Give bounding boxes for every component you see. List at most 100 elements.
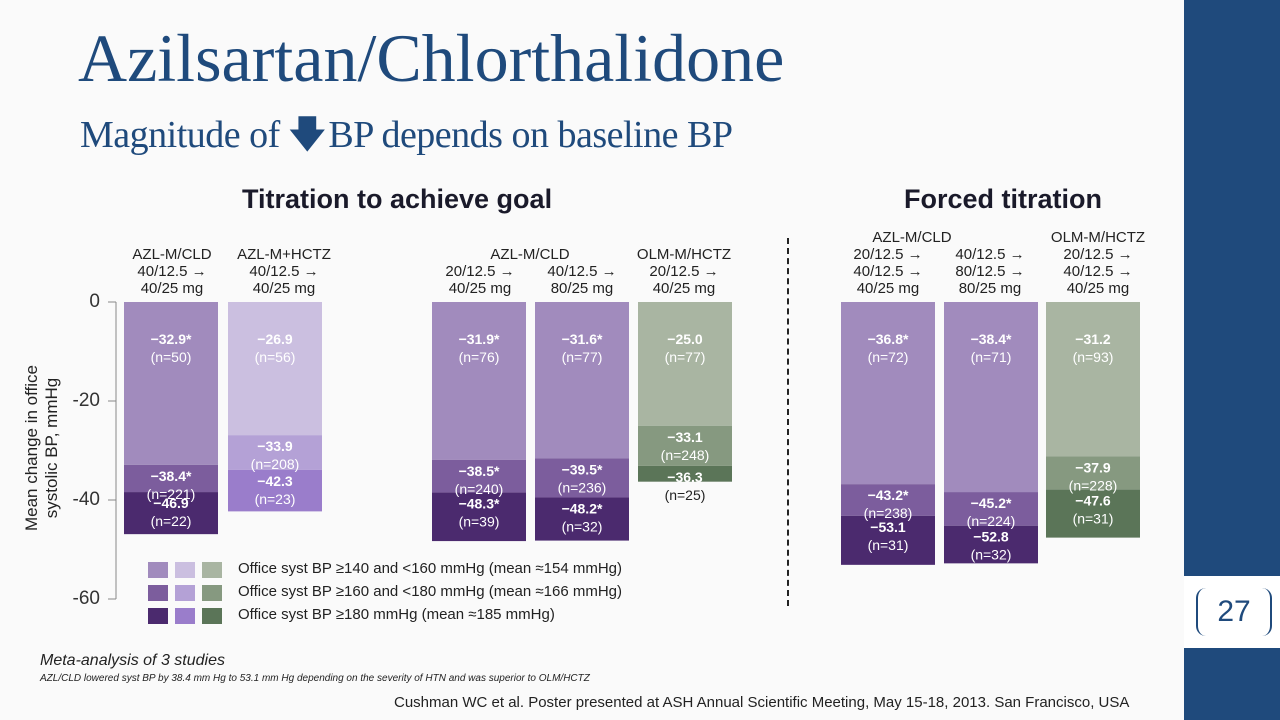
bar-5-tier-1 [638,302,732,426]
n-label-7-2: (n=224) [967,513,1016,529]
footnote-main: Meta-analysis of 3 studies [40,652,225,669]
bar-6-tier-1 [841,302,935,485]
group-header-forced-20: 20/12.5 → 40/12.5 → 40/25 mg [853,246,923,297]
n-label-4-2: (n=236) [558,479,607,495]
n-label-6-3: (n=31) [868,537,909,553]
legend-swatch-lilac-3 [175,608,195,624]
data-label-3-1: −31.9* [459,331,500,347]
bar-8-tier-2 [1046,456,1140,490]
slide-subtitle: Magnitude of 🡇BP depends on baseline BP [80,114,733,156]
legend-swatch-lilac-1 [175,562,195,578]
data-label-2-1: −26.9 [257,331,293,347]
bar-4-tier-3 [535,497,629,541]
group-header-azl-cld-2: AZL-M/CLD [490,246,570,263]
subtitle-after: BP depends on baseline BP [328,114,733,156]
subtitle-before: Magnitude of [80,114,280,156]
n-label-7-1: (n=71) [971,349,1012,365]
bar-7-tier-2 [944,492,1038,526]
n-label-8-1: (n=93) [1073,349,1114,365]
legend-swatch-green-3 [202,608,222,624]
bar-3-tier-3 [432,492,526,542]
bar-1-tier-2 [124,464,218,493]
y-tick-20: -20 [72,390,100,411]
data-label-7-1: −38.4* [971,331,1012,347]
legend-label-3: Office syst BP ≥180 mmHg (mean ≈185 mmHg… [238,606,555,623]
down-arrow-icon: 🡇 [287,114,327,156]
n-label-8-2: (n=228) [1069,477,1118,493]
data-label-1-2: −38.4* [151,468,192,484]
y-tick-40: -40 [72,489,100,510]
bar-7-tier-3 [944,525,1038,564]
data-label-8-1: −31.2 [1075,331,1111,347]
legend-label-1: Office syst BP ≥140 and <160 mmHg (mean … [238,560,622,577]
n-label-8-3: (n=31) [1073,511,1114,527]
data-label-4-3: −48.2* [562,501,603,517]
group-header-azl-hctz: AZL-M+HCTZ 40/12.5 → 40/25 mg [237,246,331,297]
n-label-4-3: (n=32) [562,519,603,535]
data-label-6-3: −53.1 [870,519,906,535]
section-divider [787,238,789,606]
n-label-2-3: (n=23) [255,491,296,507]
legend-swatch-green-2 [202,585,222,601]
bar-7-tier-1 [944,302,1038,493]
n-label-3-1: (n=76) [459,349,500,365]
data-label-4-2: −39.5* [562,461,603,477]
bar-1-tier-1 [124,302,218,465]
slide-title: Azilsartan/Chlorthalidone [78,20,785,96]
n-label-6-2: (n=238) [864,505,913,521]
bar-3-tier-1 [432,302,526,460]
legend-swatch-purple-3 [148,608,168,624]
legend-swatch-purple-1 [148,562,168,578]
bar-8-tier-3 [1046,489,1140,538]
data-label-3-3: −48.3* [459,496,500,512]
data-label-5-1: −25.0 [667,331,703,347]
bar-4-tier-2 [535,458,629,498]
data-label-8-3: −47.6 [1075,493,1111,509]
bar-2-tier-1 [228,302,322,436]
data-label-2-2: −33.9 [257,438,293,454]
data-label-3-2: −38.5* [459,463,500,479]
n-label-2-2: (n=208) [251,456,300,472]
data-label-4-1: −31.6* [562,331,603,347]
bar-6-tier-3 [841,515,935,565]
legend-swatch-green-1 [202,562,222,578]
n-label-3-2: (n=240) [455,481,504,497]
group-header-forced-40: 40/12.5 → 80/12.5 → 80/25 mg [955,246,1025,297]
data-label-7-3: −52.8 [973,529,1009,545]
group-header-azl-cld-3: AZL-M/CLD [872,229,952,246]
n-label-1-3: (n=22) [151,513,192,529]
n-label-2-1: (n=56) [255,349,296,365]
citation: Cushman WC et al. Poster presented at AS… [394,694,1130,711]
bar-5-tier-3 [638,465,732,482]
n-label-6-1: (n=72) [868,349,909,365]
bar-2-tier-2 [228,435,322,470]
group-header-azl-cld-1: AZL-M/CLD 40/12.5 → 40/25 mg [132,246,212,297]
section-title-forced: Forced titration [904,184,1103,214]
legend-swatch-purple-2 [148,585,168,601]
data-label-7-2: −45.2* [971,495,1012,511]
section-title-titration: Titration to achieve goal [242,184,553,214]
y-tick-60: -60 [72,588,100,609]
n-label-5-1: (n=77) [665,349,706,365]
n-label-5-3: (n=25) [665,487,706,503]
n-label-4-1: (n=77) [562,349,603,365]
n-label-3-3: (n=39) [459,514,500,530]
data-label-6-1: −36.8* [868,331,909,347]
bar-8-tier-1 [1046,302,1140,457]
data-label-2-3: −42.3 [257,473,293,489]
legend-label-2: Office syst BP ≥160 and <180 mmHg (mean … [238,583,622,600]
data-label-5-3: −36.3 [667,469,703,485]
bar-2-tier-3 [228,469,322,512]
bar-1-tier-3 [124,492,218,535]
data-label-6-2: −43.2* [868,487,909,503]
data-label-1-1: −32.9* [151,331,192,347]
group-header-olm-hctz-2: OLM-M/HCTZ 20/12.5 → 40/12.5 → 40/25 mg [1050,229,1146,297]
bar-4-tier-1 [535,302,629,459]
footnote-detail: AZL/CLD lowered syst BP by 38.4 mm Hg to… [40,673,590,684]
data-label-5-2: −33.1 [667,429,703,445]
n-label-1-1: (n=50) [151,349,192,365]
data-label-8-2: −37.9 [1075,459,1111,475]
group-header-azl-cld-40: 40/12.5 → 80/25 mg [547,263,617,297]
group-header-azl-cld-20: 20/12.5 → 40/25 mg [445,263,515,297]
